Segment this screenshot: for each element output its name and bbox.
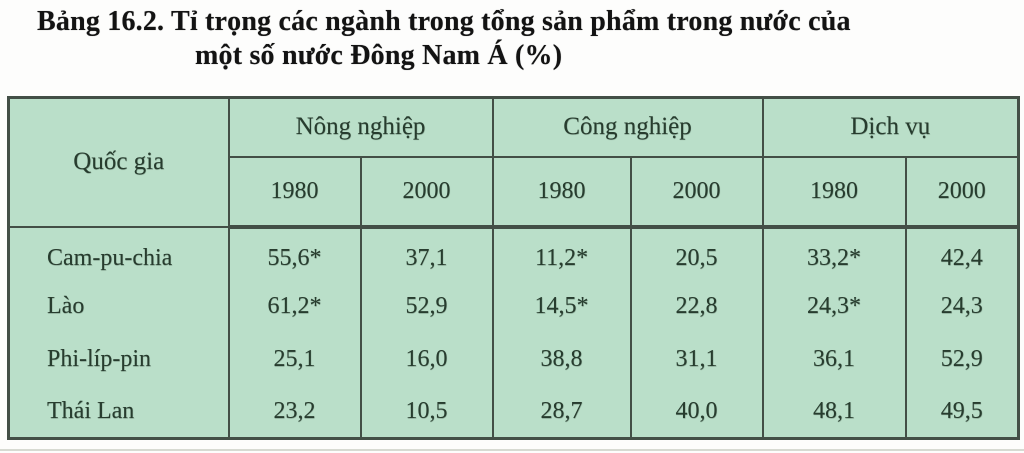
value-cell: 20,5 bbox=[629, 226, 764, 280]
value-cell: 38,8 bbox=[491, 332, 632, 386]
scan-artifact-line bbox=[0, 449, 1024, 451]
value-cell: 16,0 bbox=[359, 332, 494, 386]
gdp-structure-table: Quốc gia Nông nghiệp Công nghiệp Dịch vụ… bbox=[7, 96, 1021, 440]
year-header: 1980 bbox=[761, 155, 907, 229]
country-name-cell: Thái Lan bbox=[7, 385, 230, 439]
country-name-cell: Lào bbox=[7, 279, 230, 333]
value-cell: 52,9 bbox=[359, 279, 494, 333]
gdp-structure-table-wrap: Quốc gia Nông nghiệp Công nghiệp Dịch vụ… bbox=[7, 96, 1021, 440]
value-cell: 28,7 bbox=[491, 385, 632, 439]
value-cell: 33,2* bbox=[761, 226, 907, 280]
table-row: Lào 61,2* 52,9 14,5* 22,8 24,3* 24,3 bbox=[7, 279, 1020, 333]
value-cell: 24,3* bbox=[761, 279, 907, 333]
year-header: 1980 bbox=[491, 155, 632, 229]
page-title-line-2: một số nước Đông Nam Á (%) bbox=[195, 40, 563, 71]
page-title: Bảng 16.2. Tỉ trọng các ngành trong tổng… bbox=[37, 5, 997, 73]
value-cell: 55,6* bbox=[227, 226, 362, 280]
year-header: 1980 bbox=[227, 155, 362, 229]
sector-header-agriculture: Nông nghiệp bbox=[227, 96, 494, 158]
table-header-row-years: 1980 2000 1980 2000 1980 2000 bbox=[9, 155, 1020, 229]
year-header: 2000 bbox=[359, 155, 494, 229]
table-header-row-sectors: Quốc gia Nông nghiệp Công nghiệp Dịch vụ bbox=[7, 96, 1020, 228]
year-header: 2000 bbox=[904, 155, 1020, 229]
page-title-line-1: Bảng 16.2. Tỉ trọng các ngành trong tổng… bbox=[37, 6, 851, 37]
value-cell: 37,1 bbox=[359, 226, 494, 280]
value-cell: 36,1 bbox=[761, 332, 907, 386]
value-cell: 23,2 bbox=[227, 385, 362, 439]
value-cell: 48,1 bbox=[761, 385, 907, 439]
value-cell: 14,5* bbox=[491, 279, 632, 333]
year-header: 2000 bbox=[629, 155, 764, 229]
sector-header-services: Dịch vụ bbox=[761, 96, 1020, 158]
country-name-cell: Phi-líp-pin bbox=[7, 332, 230, 386]
value-cell: 25,1 bbox=[227, 332, 362, 386]
value-cell: 11,2* bbox=[491, 226, 632, 280]
value-cell: 61,2* bbox=[227, 279, 362, 333]
country-name-cell: Cam-pu-chia bbox=[7, 226, 230, 280]
value-cell: 49,5 bbox=[904, 385, 1020, 439]
value-cell: 10,5 bbox=[359, 385, 494, 439]
value-cell: 22,8 bbox=[629, 279, 764, 333]
corner-header-cell: Quốc gia bbox=[7, 96, 230, 228]
table-row: Phi-líp-pin 25,1 16,0 38,8 31,1 36,1 52,… bbox=[7, 332, 1020, 386]
table-row: Thái Lan 23,2 10,5 28,7 40,0 48,1 49,5 bbox=[7, 385, 1020, 439]
sector-header-industry: Công nghiệp bbox=[491, 96, 764, 158]
value-cell: 24,3 bbox=[904, 279, 1020, 333]
value-cell: 52,9 bbox=[904, 332, 1020, 386]
value-cell: 42,4 bbox=[904, 226, 1020, 280]
table-row: Cam-pu-chia 55,6* 37,1 11,2* 20,5 33,2* … bbox=[7, 226, 1020, 280]
value-cell: 40,0 bbox=[629, 385, 764, 439]
value-cell: 31,1 bbox=[629, 332, 764, 386]
